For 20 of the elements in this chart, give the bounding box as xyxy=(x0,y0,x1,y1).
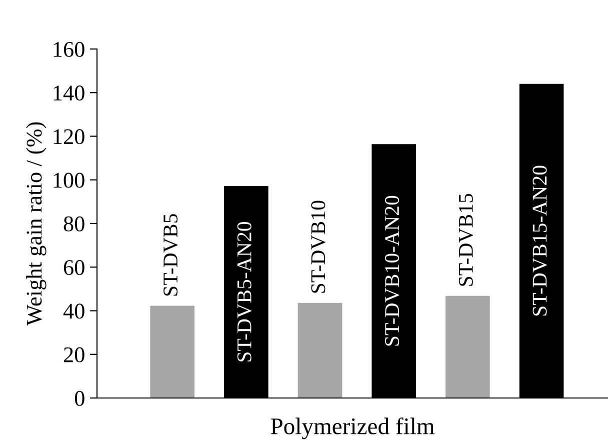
y-tick-label: 100 xyxy=(54,172,84,188)
x-axis-title: Polymerized film xyxy=(270,417,434,440)
y-tick-label: 160 xyxy=(54,42,84,57)
bar xyxy=(150,306,194,398)
y-tick-label: 40 xyxy=(63,304,84,319)
y-tick-label: 140 xyxy=(54,86,84,101)
x-tick-label: ST-DVB10-AN20 xyxy=(385,196,400,346)
y-tick-label: 0 xyxy=(74,390,84,406)
x-tick-label: ST-DVB5 xyxy=(164,214,178,296)
x-tick-label: ST-DVB15-AN20 xyxy=(532,166,547,316)
bar xyxy=(446,296,490,398)
y-tick-label: 20 xyxy=(64,347,84,362)
y-tick-label: 80 xyxy=(64,216,84,232)
x-tick-label: ST-DVB5-AN20 xyxy=(237,222,252,362)
y-tick-label: 60 xyxy=(64,260,84,276)
y-axis-title: Weight gain ratio / (%) xyxy=(26,122,46,326)
x-tick-label: ST-DVB15 xyxy=(458,194,474,286)
bar xyxy=(298,302,342,398)
y-tick-label: 120 xyxy=(54,129,84,144)
x-tick-label: ST-DVB10 xyxy=(311,200,326,293)
